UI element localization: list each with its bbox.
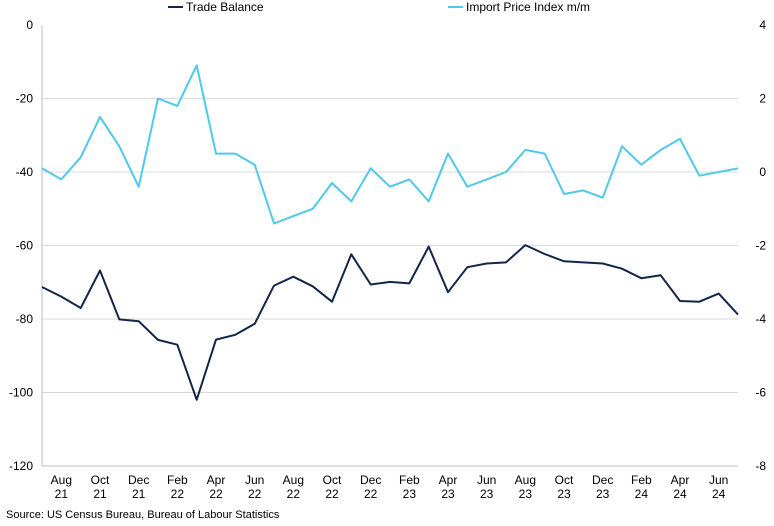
right-tick-label: -2: [755, 239, 766, 253]
left-tick-label: -20: [16, 92, 34, 106]
x-axis-tick-labels: Aug21Oct21Dec21Feb22Apr22Jun22Aug22Oct22…: [51, 473, 729, 501]
right-tick-label: 2: [759, 92, 766, 106]
x-tick-year: 24: [712, 487, 726, 501]
left-tick-label: -100: [9, 386, 33, 400]
x-tick-year: 24: [635, 487, 649, 501]
x-tick-year: 22: [248, 487, 262, 501]
x-tick-year: 21: [93, 487, 107, 501]
x-tick-year: 23: [480, 487, 494, 501]
series-lines: [41, 64, 739, 401]
source-note: Source: US Census Bureau, Bureau of Labo…: [6, 509, 280, 521]
left-tick-label: -60: [16, 239, 34, 253]
x-tick-year: 22: [171, 487, 185, 501]
x-tick-month: Dec: [128, 473, 149, 487]
x-tick-month: Oct: [91, 473, 110, 487]
gridlines: [42, 98, 738, 393]
left-axis-tick-labels: 0 -20 -40 -60 -80 -100 -120: [9, 18, 33, 473]
right-tick-label: -4: [755, 312, 766, 326]
x-tick-year: 23: [403, 487, 417, 501]
x-tick-month: Jun: [477, 473, 496, 487]
x-tick-month: Apr: [207, 473, 226, 487]
x-tick-month: Dec: [360, 473, 381, 487]
x-tick-year: 24: [673, 487, 687, 501]
x-tick-year: 22: [325, 487, 339, 501]
right-tick-label: 4: [759, 18, 766, 32]
x-tick-month: Dec: [592, 473, 613, 487]
x-tick-year: 22: [364, 487, 378, 501]
x-tick-year: 23: [596, 487, 610, 501]
x-tick-month: Oct: [555, 473, 574, 487]
x-tick-month: Apr: [671, 473, 690, 487]
x-tick-year: 22: [287, 487, 301, 501]
left-tick-label: -40: [16, 165, 34, 179]
x-tick-year: 23: [519, 487, 533, 501]
right-tick-label: -6: [755, 386, 766, 400]
left-tick-label: -120: [9, 459, 33, 473]
right-axis-tick-labels: 4 2 0 -2 -4 -6 -8: [755, 18, 766, 473]
x-tick-month: Feb: [167, 473, 188, 487]
x-tick-month: Aug: [283, 473, 304, 487]
x-tick-year: 23: [441, 487, 455, 501]
x-tick-month: Feb: [631, 473, 652, 487]
x-tick-year: 21: [132, 487, 146, 501]
legend: Trade Balance Import Price Index m/m: [168, 0, 590, 14]
series-line-trade-balance: [41, 244, 739, 401]
x-tick-month: Apr: [439, 473, 458, 487]
x-tick-month: Aug: [51, 473, 72, 487]
axes: [41, 25, 738, 467]
right-tick-label: -8: [755, 459, 766, 473]
series-line-import-price-index: [41, 64, 739, 225]
left-tick-label: -80: [16, 312, 34, 326]
x-tick-month: Feb: [399, 473, 420, 487]
x-tick-month: Aug: [515, 473, 536, 487]
right-tick-label: 0: [759, 165, 766, 179]
x-tick-month: Oct: [323, 473, 342, 487]
x-tick-year: 23: [557, 487, 571, 501]
x-tick-year: 22: [209, 487, 223, 501]
legend-label-trade-balance: Trade Balance: [186, 0, 264, 14]
legend-label-import-price-index: Import Price Index m/m: [466, 0, 590, 14]
x-tick-month: Jun: [245, 473, 264, 487]
x-tick-year: 21: [55, 487, 69, 501]
x-tick-month: Jun: [709, 473, 728, 487]
left-tick-label: 0: [26, 18, 33, 32]
